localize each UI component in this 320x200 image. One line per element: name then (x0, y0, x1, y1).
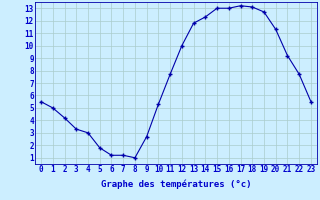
X-axis label: Graphe des températures (°c): Graphe des températures (°c) (101, 180, 251, 189)
